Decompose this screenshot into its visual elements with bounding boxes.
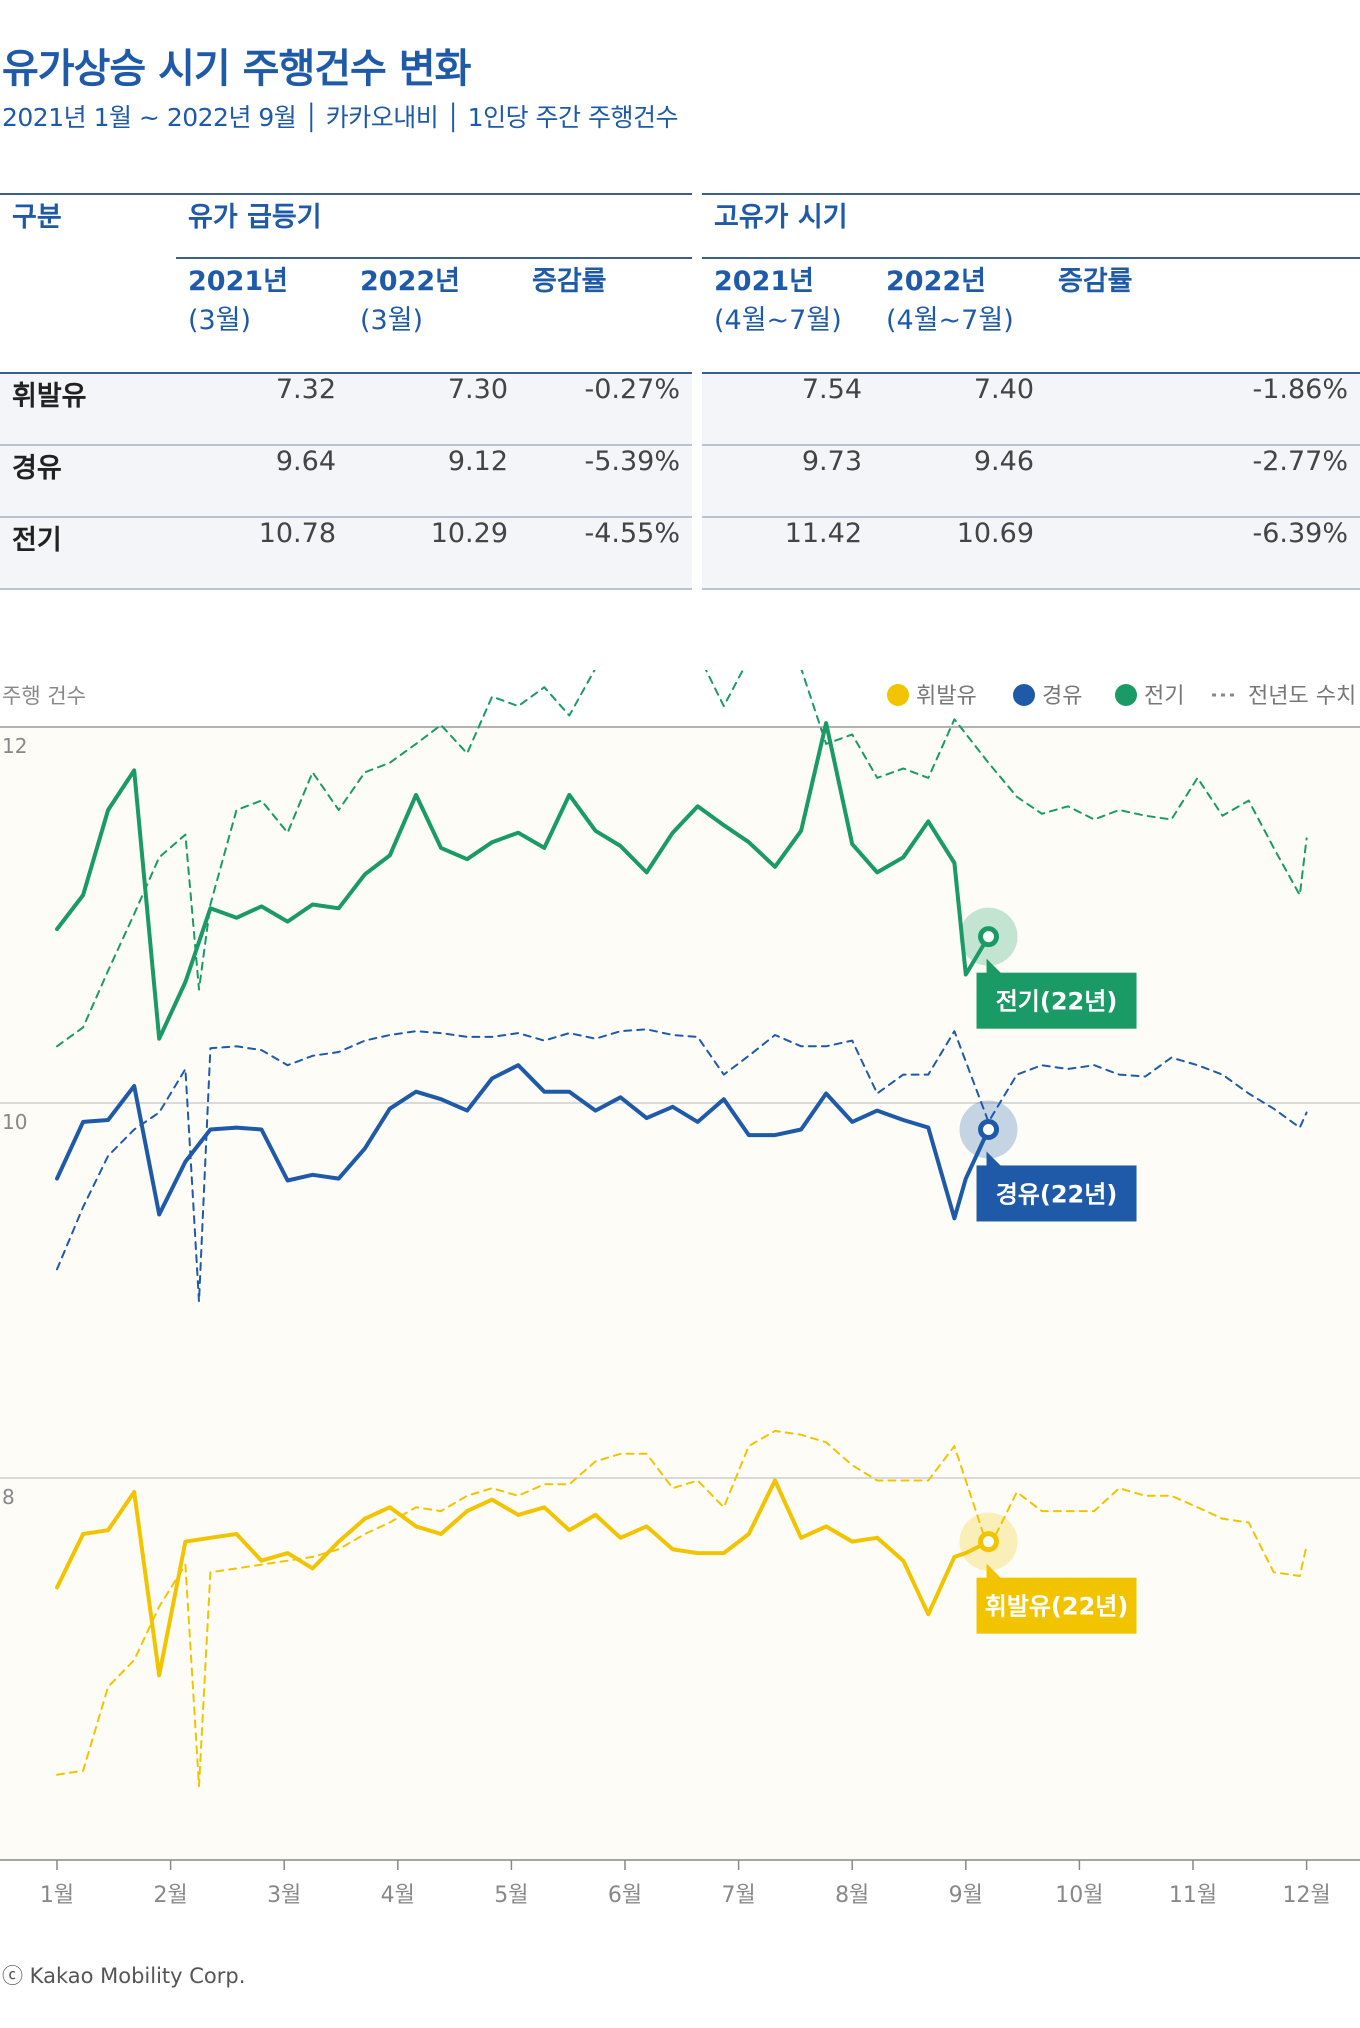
y-tick-label: 8 [2, 1485, 15, 1509]
table-cell: 10.78 [176, 518, 348, 590]
page-subtitle: 2021년 1월 ~ 2022년 9월 │ 카카오내비 │ 1인당 주간 주행건… [2, 103, 678, 132]
legend-label: 전기 [1144, 684, 1184, 709]
row-label: 경유 [0, 446, 176, 518]
table-cell: 9.73 [702, 446, 874, 518]
series-end-marker [978, 1531, 1000, 1553]
table-cell: -1.86% [1046, 374, 1360, 446]
series-line [55, 1063, 991, 1221]
col-category-header: 구분 [0, 193, 176, 259]
g1-col3-header: 증감률 [520, 259, 692, 374]
table-cell: 9.64 [176, 446, 348, 518]
ridership-line-chart: 12 10 8 주행 건수 1월 2월 3월 4월 5월 6월 7월 8월 9월 10월 11월 12월 휘발유… [0, 670, 1360, 1908]
legend-label: 전년도 수치 [1248, 684, 1356, 709]
table-row: 휘발유 7.32 7.30 -0.27% 7.54 7.40 -1.86% [0, 374, 1360, 446]
legend-label: 경유 [1042, 684, 1082, 709]
x-tick-label: 5월 [494, 1883, 528, 1908]
copyright-footer: ⓒ Kakao Mobility Corp. [2, 1964, 246, 1988]
table-row: 경유 9.64 9.12 -5.39% 9.73 9.46 -2.77% [0, 446, 1360, 518]
row-label: 전기 [0, 518, 176, 590]
table-cell: -2.77% [1046, 446, 1360, 518]
callout-pointer [986, 1563, 1003, 1580]
g2-col2-header: 2022년 (4월~7월) [874, 259, 1046, 374]
legend-marker [887, 684, 909, 706]
callout-box [976, 1165, 1137, 1222]
g2-col1-header: 2021년 (4월~7월) [702, 259, 874, 374]
g2-col3-header: 증감률 [1046, 259, 1360, 374]
table-row: 전기 10.78 10.29 -4.55% 11.42 10.69 -6.39% [0, 518, 1360, 590]
x-tick-label: 6월 [608, 1883, 642, 1908]
x-tick-label: 4월 [381, 1883, 415, 1908]
series-end-marker [978, 1118, 1000, 1140]
table-cell: 10.29 [348, 518, 520, 590]
x-tick-label: 10월 [1055, 1883, 1103, 1908]
series-line [55, 1478, 991, 1678]
row-label: 휘발유 [0, 374, 176, 446]
table-cell: 11.42 [702, 518, 874, 590]
callout-box [976, 972, 1137, 1029]
table-cell: 7.30 [348, 374, 520, 446]
callout-label: 경유(22년) [996, 1180, 1118, 1208]
callout-pointer [986, 1151, 1003, 1168]
x-tick-label: 3월 [267, 1883, 301, 1908]
callout-pointer [986, 958, 1003, 975]
table-cell: 7.40 [874, 374, 1046, 446]
page-title: 유가상승 시기 주행건수 변화 [2, 46, 471, 92]
table-cell: 10.69 [874, 518, 1046, 590]
x-tick-label: 1월 [40, 1883, 74, 1908]
x-tick-label: 7월 [721, 1883, 755, 1908]
y-tick-label: 10 [2, 1110, 27, 1134]
x-tick-label: 2월 [153, 1883, 187, 1908]
callout-label: 휘발유(22년) [985, 1593, 1129, 1621]
legend-label: 휘발유 [916, 684, 977, 709]
g1-col2-header: 2022년 (3월) [348, 259, 520, 374]
table-cell: -0.27% [520, 374, 692, 446]
series-line [55, 721, 991, 1041]
series-line [56, 1429, 1308, 1788]
x-tick-label: 11월 [1169, 1883, 1217, 1908]
g1-col1-header: 2021년 (3월) [176, 259, 348, 374]
table-cell: -6.39% [1046, 518, 1360, 590]
series-end-marker [978, 926, 1000, 948]
callout-label: 전기(22년) [996, 988, 1118, 1016]
legend-marker [1013, 684, 1035, 706]
group2-header: 고유가 시기 [702, 193, 1360, 259]
x-tick-label: 12월 [1282, 1883, 1330, 1908]
y-axis-label: 주행 건수 [2, 684, 86, 708]
x-tick-label: 9월 [949, 1883, 983, 1908]
table-cell: 7.54 [702, 374, 874, 446]
table-cell: -4.55% [520, 518, 692, 590]
ridership-table: 구분 유가 급등기 고유가 시기 2021년 (3월) 2022년 (3월) 증감률… [0, 193, 1360, 590]
series-line [56, 1028, 1308, 1303]
x-tick-label: 8월 [835, 1883, 869, 1908]
group1-header: 유가 급등기 [176, 193, 692, 259]
table-cell: 9.12 [348, 446, 520, 518]
callout-box [976, 1577, 1137, 1634]
table-cell: 9.46 [874, 446, 1046, 518]
y-tick-label: 12 [2, 734, 27, 758]
series-line [56, 670, 1308, 1048]
table-cell: 7.32 [176, 374, 348, 446]
table-cell: -5.39% [520, 446, 692, 518]
legend-marker [1115, 684, 1137, 706]
